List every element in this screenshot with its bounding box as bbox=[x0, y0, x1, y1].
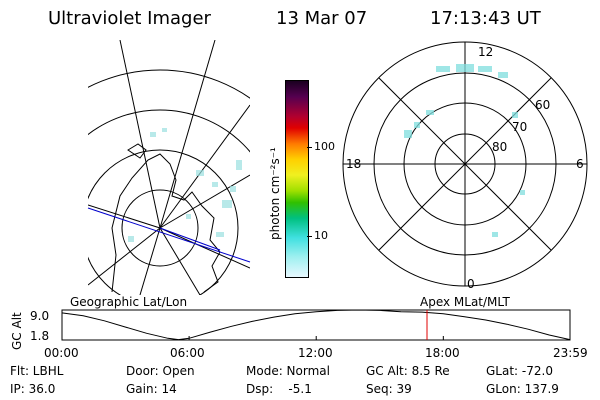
xtick-label-2359: 23:59 bbox=[553, 346, 588, 360]
mlt-label-12: 12 bbox=[478, 45, 494, 59]
xtick-label-1200: 12:00 bbox=[298, 346, 333, 360]
status-glat: GLat: -72.0 bbox=[486, 364, 553, 378]
date-display: 13 Mar 07 bbox=[276, 8, 368, 29]
colorbar-tick-100: 100 bbox=[314, 140, 335, 153]
status-mode: Mode: Normal bbox=[246, 364, 330, 378]
colorbar-tick-10: 10 bbox=[314, 229, 328, 242]
altitude-ytick-max: 9.0 bbox=[30, 309, 50, 323]
mlat-label-60: 60 bbox=[535, 98, 551, 112]
time-display: 17:13:43 UT bbox=[430, 8, 541, 29]
intensity-color-bar bbox=[285, 80, 309, 278]
instrument-title: Ultraviolet Imager bbox=[48, 8, 211, 29]
status-flt: Flt: LBHL bbox=[10, 364, 64, 378]
mlat-label-80: 80 bbox=[492, 140, 508, 154]
altitude-plot-frame bbox=[61, 309, 571, 341]
xtick-label-0000: 00:00 bbox=[44, 346, 79, 360]
altitude-ylabel: GC Alt bbox=[10, 312, 24, 350]
xtick-label-1800: 18:00 bbox=[425, 346, 460, 360]
geographic-map-label: Geographic Lat/Lon bbox=[70, 295, 188, 309]
satellite-track-line bbox=[87, 207, 251, 263]
status-gc-alt: GC Alt: 8.5 Re bbox=[366, 364, 450, 378]
mlt-label-0: 0 bbox=[467, 277, 475, 291]
altitude-plot bbox=[61, 309, 571, 341]
altitude-ytick-min: 1.8 bbox=[30, 329, 50, 343]
status-ip: IP: 36.0 bbox=[10, 382, 56, 396]
status-seq: Seq: 39 bbox=[366, 382, 412, 396]
status-door: Door: Open bbox=[126, 364, 195, 378]
mlt-label-6: 6 bbox=[576, 157, 584, 171]
status-glon: GLon: 137.9 bbox=[486, 382, 559, 396]
xtick-label-0600: 06:00 bbox=[170, 346, 205, 360]
mlat-label-70: 70 bbox=[512, 120, 528, 134]
altitude-series-line bbox=[61, 309, 571, 341]
apex-map-label: Apex MLat/MLT bbox=[420, 295, 510, 309]
status-dsp: Dsp: -5.1 bbox=[246, 382, 312, 396]
mlt-label-18: 18 bbox=[346, 157, 362, 171]
status-gain: Gain: 14 bbox=[126, 382, 177, 396]
